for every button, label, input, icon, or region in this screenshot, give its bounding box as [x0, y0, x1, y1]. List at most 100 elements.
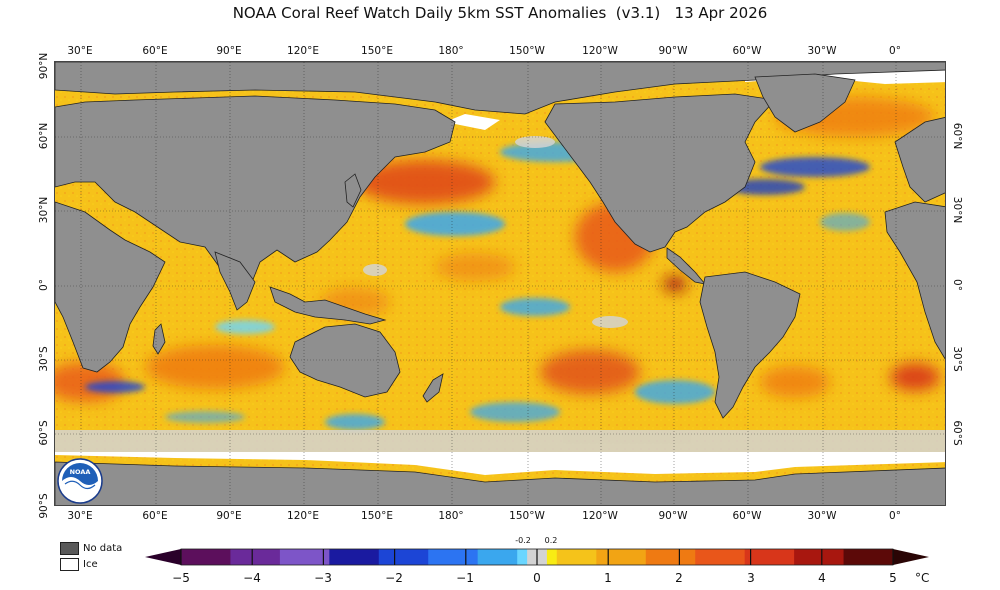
- colorbar-tick: 0: [533, 571, 541, 585]
- land-antarctica: [55, 461, 945, 505]
- land-india: [214, 251, 256, 311]
- sst-anomaly-map: [54, 61, 946, 506]
- land-japan: [344, 173, 362, 208]
- colorbar-unit: °C: [915, 571, 930, 585]
- bottom-tick: 90°E: [216, 510, 242, 522]
- land-indonesia: [269, 286, 387, 325]
- colorbar-tick: 3: [747, 571, 755, 585]
- colorbar-segment: [517, 549, 528, 565]
- land-madagascar: [152, 323, 166, 355]
- land-new-zealand: [422, 373, 444, 403]
- left-tick: 0°: [38, 279, 50, 291]
- near-zero-regions: [55, 136, 945, 452]
- left-tick: 30°S: [38, 346, 50, 372]
- top-tick: 150°W: [509, 45, 545, 57]
- left-tick: 30°N: [38, 196, 50, 224]
- colorbar-segment: [794, 549, 845, 565]
- land-europe: [894, 117, 945, 203]
- top-tick: 90°W: [658, 45, 688, 57]
- colorbar-tick: 1: [604, 571, 612, 585]
- colorbar-graphic: [145, 548, 929, 566]
- colorbar-tick: 4: [818, 571, 826, 585]
- bottom-tick: 0°: [889, 510, 901, 522]
- sea-ice: [55, 70, 945, 475]
- colorbar-segment: [645, 549, 696, 565]
- colorbar-segment: [596, 549, 647, 565]
- colorbar-small-label-neg: -0.2: [515, 536, 531, 545]
- top-tick: 60°W: [732, 45, 762, 57]
- top-tick: 90°E: [216, 45, 242, 57]
- left-tick: 90°S: [38, 493, 50, 519]
- land-eurasia: [55, 95, 456, 295]
- colorbar: -0.2 0.2 −5 −4 −3 −2 −1 0 1 2 3 4 5 °C: [140, 536, 940, 586]
- colorbar-segment: [329, 549, 380, 565]
- top-tick: 120°W: [582, 45, 618, 57]
- colorbar-segment: [695, 549, 746, 565]
- colorbar-tick: 2: [675, 571, 683, 585]
- bottom-tick: 60°W: [732, 510, 762, 522]
- right-tick: 30°S: [951, 346, 963, 372]
- land: [55, 62, 945, 505]
- colorbar-segment: [556, 549, 597, 565]
- colorbar-tick: −3: [314, 571, 332, 585]
- top-tick: 150°E: [361, 45, 393, 57]
- left-tick: 60°N: [38, 122, 50, 150]
- graticule: [55, 62, 945, 505]
- top-tick: 30°E: [67, 45, 93, 57]
- right-tick: 0°: [951, 279, 963, 291]
- noaa-logo: NOAA: [57, 458, 103, 504]
- colorbar-segment: [744, 549, 795, 565]
- bottom-tick: 150°E: [361, 510, 393, 522]
- bottom-tick: 60°E: [142, 510, 168, 522]
- bottom-tick: 30°E: [67, 510, 93, 522]
- colorbar-segment: [378, 549, 429, 565]
- legend-no-data: No data: [60, 542, 140, 556]
- bottom-tick: 30°W: [807, 510, 837, 522]
- top-tick: 30°W: [807, 45, 837, 57]
- bottom-tick: 120°E: [287, 510, 319, 522]
- colorbar-tick: −1: [456, 571, 474, 585]
- colorbar-tick: −4: [243, 571, 261, 585]
- right-tick: 60°N: [951, 122, 963, 150]
- map-title: NOAA Coral Reef Watch Daily 5km SST Anom…: [232, 4, 768, 22]
- colorbar-min-arrow: [145, 549, 181, 565]
- colorbar-segment: [546, 549, 558, 565]
- map-canvas: [55, 62, 945, 505]
- right-tick: 60°S: [951, 420, 963, 446]
- colorbar-tick: −2: [385, 571, 403, 585]
- colorbar-max-arrow: [893, 549, 929, 565]
- colorbar-segment: [477, 549, 518, 565]
- colorbar-segment: [230, 549, 281, 565]
- bottom-tick: 180°: [438, 510, 464, 522]
- land-africa: [55, 201, 166, 373]
- right-tick: 30°N: [951, 196, 963, 224]
- colorbar-segment: [428, 549, 479, 565]
- top-tick: 60°E: [142, 45, 168, 57]
- colorbar-segment: [181, 549, 231, 565]
- colorbar-small-label-pos: 0.2: [544, 536, 558, 545]
- land-africa-west: [884, 201, 945, 360]
- legend-ice: Ice: [60, 558, 140, 572]
- colorbar-segment: [843, 549, 894, 565]
- ice-label: Ice: [83, 559, 98, 570]
- colorbar-tick: 5: [889, 571, 897, 585]
- land-south-america: [699, 271, 801, 419]
- land-central-america: [666, 247, 707, 285]
- top-tick: 0°: [889, 45, 901, 57]
- land-north-america: [544, 93, 776, 253]
- bottom-tick: 90°W: [658, 510, 688, 522]
- ice-swatch: [60, 558, 79, 571]
- noaa-logo-text: NOAA: [70, 468, 91, 476]
- land-arctic: [55, 62, 945, 115]
- colorbar-tick: −5: [172, 571, 190, 585]
- no-data-swatch: [60, 542, 79, 555]
- top-tick: 120°E: [287, 45, 319, 57]
- land-australia: [289, 323, 401, 398]
- left-tick: 90°N: [38, 52, 50, 80]
- land-greenland: [754, 73, 856, 133]
- top-tick: 180°: [438, 45, 464, 57]
- colorbar-segment: [279, 549, 330, 565]
- bottom-tick: 120°W: [582, 510, 618, 522]
- bottom-tick: 150°W: [509, 510, 545, 522]
- no-data-label: No data: [83, 543, 123, 554]
